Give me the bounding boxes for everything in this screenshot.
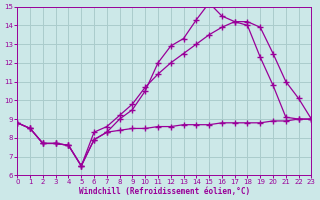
X-axis label: Windchill (Refroidissement éolien,°C): Windchill (Refroidissement éolien,°C) bbox=[79, 187, 250, 196]
